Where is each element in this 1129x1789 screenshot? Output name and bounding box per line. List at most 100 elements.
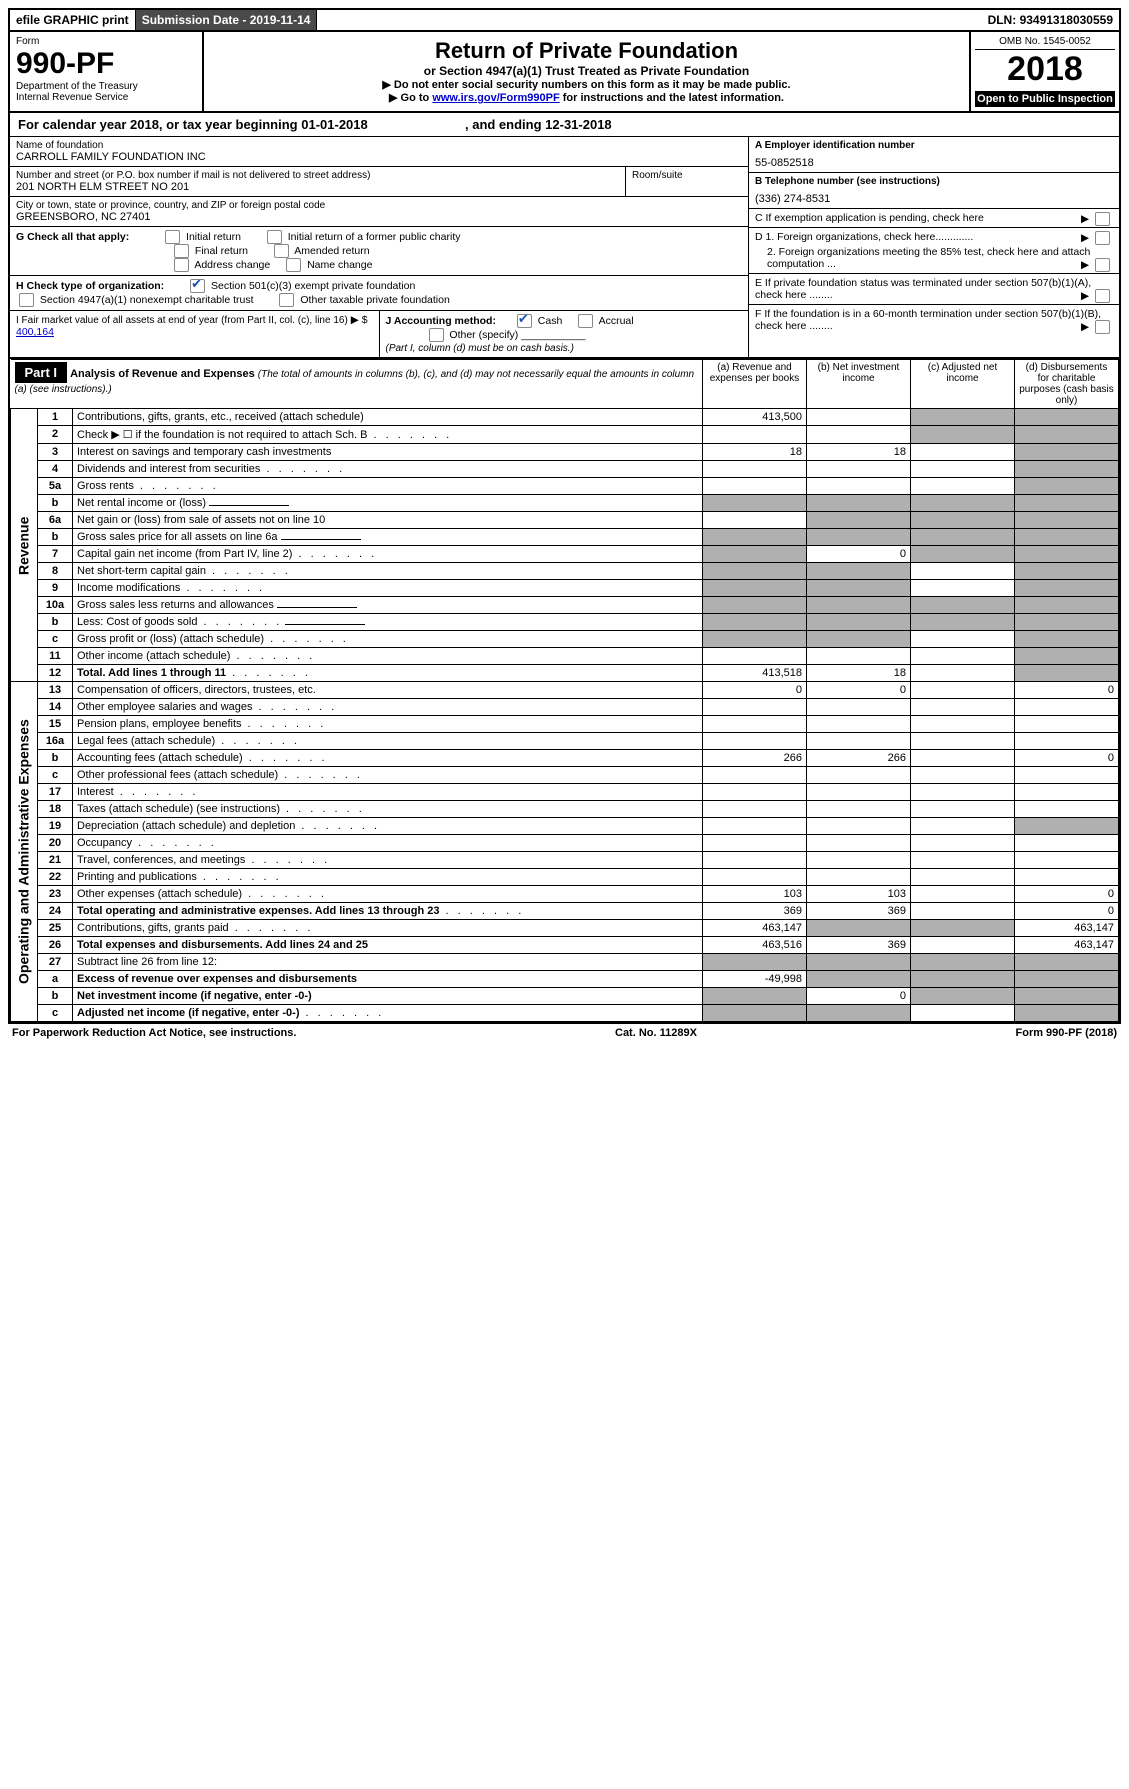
line-number: 12 xyxy=(38,665,73,682)
line-description: Gross sales price for all assets on line… xyxy=(73,529,703,546)
line-description: Total operating and administrative expen… xyxy=(73,903,703,920)
table-row: Revenue1Contributions, gifts, grants, et… xyxy=(11,409,1119,426)
cell-a xyxy=(703,580,807,597)
chk-60month[interactable] xyxy=(1095,320,1110,334)
cell-c xyxy=(911,444,1015,461)
table-row: 6aNet gain or (loss) from sale of assets… xyxy=(11,512,1119,529)
cell-a xyxy=(703,767,807,784)
line-description: Contributions, gifts, grants, etc., rece… xyxy=(73,409,703,426)
table-row: 25Contributions, gifts, grants paid . . … xyxy=(11,920,1119,937)
chk-exemption-pending[interactable] xyxy=(1095,212,1110,226)
line-description: Net investment income (if negative, ente… xyxy=(73,988,703,1005)
cell-b: 103 xyxy=(807,886,911,903)
part1-table: Part I Analysis of Revenue and Expenses … xyxy=(10,359,1119,1022)
section-f: F If the foundation is in a 60-month ter… xyxy=(749,305,1119,335)
table-row: 8Net short-term capital gain . . . . . .… xyxy=(11,563,1119,580)
chk-initial-return[interactable] xyxy=(165,230,180,244)
cell-a xyxy=(703,835,807,852)
cell-c xyxy=(911,631,1015,648)
line-number: 26 xyxy=(38,937,73,954)
cell-a xyxy=(703,478,807,495)
revenue-section-label: Revenue xyxy=(11,409,38,682)
cell-b: 0 xyxy=(807,682,911,699)
line-number: b xyxy=(38,614,73,631)
opex-section-label: Operating and Administrative Expenses xyxy=(11,682,38,1022)
cell-c xyxy=(911,818,1015,835)
section-c: C If exemption application is pending, c… xyxy=(749,209,1119,228)
cell-a xyxy=(703,852,807,869)
chk-accrual[interactable] xyxy=(578,314,593,328)
cell-d: 0 xyxy=(1015,750,1119,767)
line-description: Check ▶ ☐ if the foundation is not requi… xyxy=(73,426,703,444)
line-number: 13 xyxy=(38,682,73,699)
cell-d: 0 xyxy=(1015,886,1119,903)
chk-other-taxable[interactable] xyxy=(279,293,294,307)
cell-d xyxy=(1015,461,1119,478)
irs-link[interactable]: www.irs.gov/Form990PF xyxy=(432,92,559,104)
open-public: Open to Public Inspection xyxy=(975,91,1115,107)
chk-initial-former[interactable] xyxy=(267,230,282,244)
dept-treasury: Department of the Treasury xyxy=(16,81,196,92)
cell-a xyxy=(703,733,807,750)
cell-c xyxy=(911,716,1015,733)
chk-amended[interactable] xyxy=(274,244,289,258)
cell-b xyxy=(807,733,911,750)
line-description: Total expenses and disbursements. Add li… xyxy=(73,937,703,954)
form-subtitle: or Section 4947(a)(1) Trust Treated as P… xyxy=(210,64,963,78)
line-description: Gross sales less returns and allowances xyxy=(73,597,703,614)
cell-d: 463,147 xyxy=(1015,920,1119,937)
cell-c xyxy=(911,563,1015,580)
table-row: 14Other employee salaries and wages . . … xyxy=(11,699,1119,716)
chk-name-change[interactable] xyxy=(286,258,301,272)
chk-other-method[interactable] xyxy=(429,328,444,342)
cell-c xyxy=(911,971,1015,988)
cell-c xyxy=(911,546,1015,563)
cell-b xyxy=(807,495,911,512)
chk-501c3[interactable] xyxy=(190,279,205,293)
cell-a xyxy=(703,529,807,546)
cell-d xyxy=(1015,495,1119,512)
cell-c xyxy=(911,580,1015,597)
cell-c xyxy=(911,426,1015,444)
table-row: 2Check ▶ ☐ if the foundation is not requ… xyxy=(11,426,1119,444)
line-description: Other professional fees (attach schedule… xyxy=(73,767,703,784)
line-description: Net short-term capital gain . . . . . . … xyxy=(73,563,703,580)
chk-final-return[interactable] xyxy=(174,244,189,258)
line-description: Taxes (attach schedule) (see instruction… xyxy=(73,801,703,818)
cell-b xyxy=(807,461,911,478)
section-g: G Check all that apply: Initial return I… xyxy=(10,227,748,276)
chk-85pct[interactable] xyxy=(1095,258,1110,272)
cell-a xyxy=(703,648,807,665)
foundation-address: 201 NORTH ELM STREET NO 201 xyxy=(16,181,619,193)
cell-c xyxy=(911,665,1015,682)
line-description: Dividends and interest from securities .… xyxy=(73,461,703,478)
cell-a xyxy=(703,818,807,835)
chk-cash[interactable] xyxy=(517,314,532,328)
col-b-header: (b) Net investment income xyxy=(807,360,911,409)
info-right: A Employer identification number 55-0852… xyxy=(749,137,1119,357)
chk-terminated[interactable] xyxy=(1095,289,1110,303)
cell-b: 0 xyxy=(807,546,911,563)
form-number: 990-PF xyxy=(16,47,196,81)
header-left: Form 990-PF Department of the Treasury I… xyxy=(10,32,204,111)
cell-c xyxy=(911,801,1015,818)
table-row: 26Total expenses and disbursements. Add … xyxy=(11,937,1119,954)
chk-4947a1[interactable] xyxy=(19,293,34,307)
tax-year: 2018 xyxy=(975,50,1115,89)
section-h: H Check type of organization: Section 50… xyxy=(10,276,748,311)
form-ref: Form 990-PF (2018) xyxy=(1016,1027,1117,1039)
line-number: 16a xyxy=(38,733,73,750)
cell-d: 0 xyxy=(1015,903,1119,920)
cell-b xyxy=(807,971,911,988)
line-description: Total. Add lines 1 through 11 . . . . . … xyxy=(73,665,703,682)
cell-d xyxy=(1015,597,1119,614)
cell-a: 413,500 xyxy=(703,409,807,426)
table-row: aExcess of revenue over expenses and dis… xyxy=(11,971,1119,988)
cell-d xyxy=(1015,699,1119,716)
cell-c xyxy=(911,920,1015,937)
table-row: 22Printing and publications . . . . . . … xyxy=(11,869,1119,886)
chk-address-change[interactable] xyxy=(174,258,189,272)
cell-a xyxy=(703,426,807,444)
cell-a xyxy=(703,631,807,648)
chk-foreign-org[interactable] xyxy=(1095,231,1110,245)
